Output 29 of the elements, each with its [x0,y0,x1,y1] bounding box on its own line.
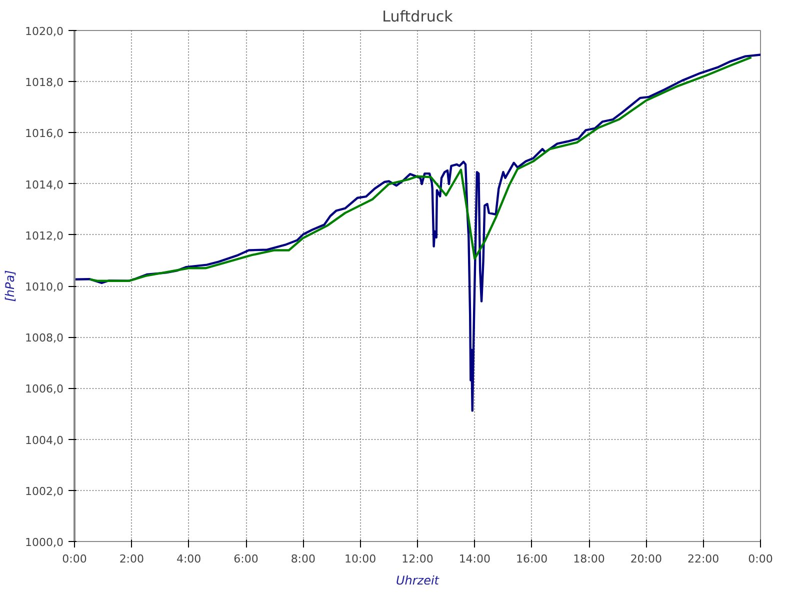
x-tick-label: 18:00 [573,552,605,566]
x-tick-label: 0:00 [748,552,773,566]
x-tick-label: 14:00 [458,552,491,566]
line-series [88,56,752,282]
y-tick-label: 1002,0 [25,484,64,498]
y-tick-label: 1016,0 [25,127,64,140]
x-tick-label: 0:00 [62,552,87,566]
y-tick-label: 1010,0 [25,280,64,294]
line-series [74,54,760,412]
y-tick-label: 1020,0 [25,25,64,38]
x-tick-label: 12:00 [402,552,434,566]
y-tick-label: 1008,0 [25,332,64,345]
x-tick-label: 16:00 [516,552,548,566]
y-tick-label: 1004,0 [25,434,64,447]
y-tick-label: 1018,0 [25,76,64,90]
x-tick-label: 8:00 [290,552,316,566]
y-tick-label: 1014,0 [25,178,64,192]
x-tick-label: 6:00 [234,552,258,566]
chart-title: Luftdruck [382,8,454,26]
y-axis-title: [hPa] [3,270,18,302]
x-tick-label: 10:00 [344,552,376,566]
x-tick-label: 4:00 [176,552,202,566]
y-tick-label: 1000,0 [25,536,64,549]
x-axis-title: Uhrzeit [396,574,440,588]
x-tick-label: 2:00 [119,552,144,566]
x-tick-label: 20:00 [630,552,662,566]
y-tick-label: 1006,0 [25,382,64,396]
y-tick-label: 1012,0 [25,229,64,242]
x-tick-label: 22:00 [687,552,720,566]
